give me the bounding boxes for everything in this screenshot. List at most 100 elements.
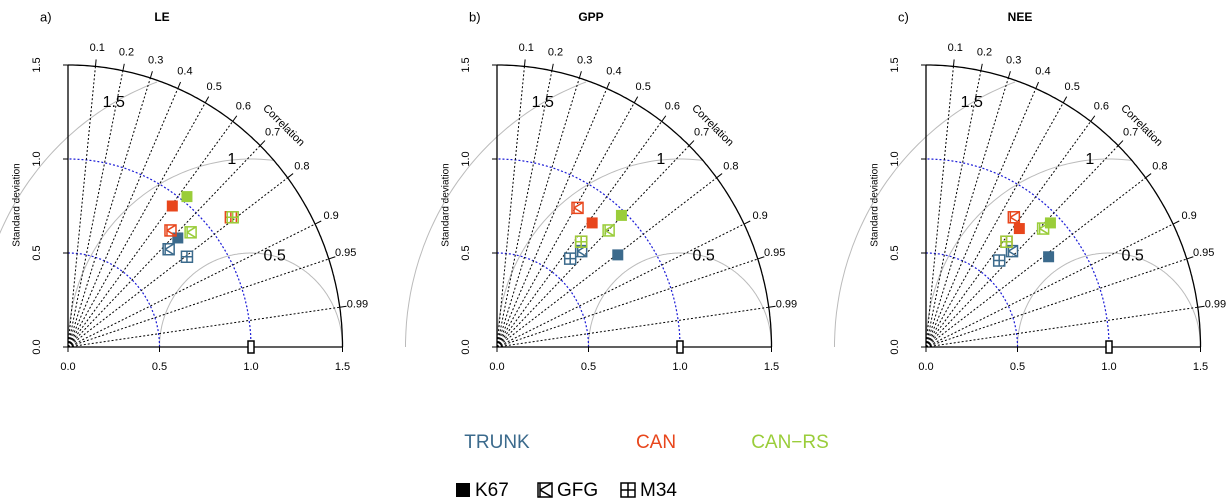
x-tick-label: 0.0 bbox=[918, 361, 933, 373]
x-tick-label: 0.0 bbox=[60, 361, 75, 373]
correlation-tick bbox=[1145, 173, 1152, 179]
reference-point bbox=[247, 340, 255, 354]
rms-label: 0.5 bbox=[1122, 247, 1144, 264]
rms-arc bbox=[925, 158, 1132, 347]
x-tick-label: 1.0 bbox=[243, 361, 258, 373]
x-tick-label: 1.5 bbox=[1193, 361, 1208, 373]
correlation-tick bbox=[952, 59, 955, 67]
rms-label: 0.5 bbox=[693, 247, 715, 264]
correlation-label: 0.4 bbox=[177, 66, 192, 78]
rms-arc bbox=[588, 252, 772, 347]
marker-box bbox=[571, 201, 584, 215]
correlation-ray bbox=[496, 223, 745, 348]
panel-label: a) bbox=[40, 9, 52, 24]
marker-square bbox=[181, 191, 193, 203]
marker-plus bbox=[621, 483, 635, 497]
correlation-tick bbox=[523, 59, 526, 67]
correlation-tick bbox=[314, 220, 322, 225]
correlation-label: 0.3 bbox=[1006, 54, 1021, 66]
rms-label: 1.5 bbox=[103, 94, 125, 111]
correlation-tick bbox=[1090, 115, 1096, 122]
y-axis-title: Standard deviation bbox=[12, 163, 23, 246]
correlation-tick bbox=[1035, 81, 1040, 89]
x-tick-label: 0.5 bbox=[152, 361, 167, 373]
outer-arc bbox=[926, 64, 1202, 347]
correlation-ray bbox=[925, 121, 1092, 348]
marker-plus bbox=[181, 251, 193, 263]
sd-circle bbox=[497, 252, 590, 347]
marker-square bbox=[586, 217, 598, 229]
correlation-label: 0.7 bbox=[1123, 126, 1138, 138]
correlation-ray bbox=[496, 88, 608, 348]
correlation-tick bbox=[1117, 140, 1124, 146]
correlation-tick bbox=[204, 96, 210, 104]
y-tick-label: 0.0 bbox=[31, 339, 43, 354]
correlation-label: 0.7 bbox=[694, 126, 709, 138]
sd-circle bbox=[497, 158, 681, 347]
marker-box bbox=[602, 224, 615, 237]
marker-square bbox=[612, 249, 624, 261]
correlation-tick bbox=[1062, 96, 1068, 104]
marker-box bbox=[1007, 211, 1021, 224]
marker-square bbox=[166, 200, 178, 212]
marker-k bbox=[186, 226, 197, 239]
correlation-label: 0.8 bbox=[294, 161, 309, 173]
correlation-ray bbox=[925, 223, 1174, 348]
y-tick-label: 0.5 bbox=[460, 245, 472, 260]
marker bbox=[181, 191, 193, 203]
correlation-label: 0.7 bbox=[265, 126, 280, 138]
rms-label: 1 bbox=[656, 151, 665, 168]
correlation-ray bbox=[67, 306, 340, 348]
marker bbox=[184, 226, 197, 239]
chart-title: NEE bbox=[1008, 10, 1033, 24]
correlation-ray bbox=[67, 66, 96, 348]
correlation-tick bbox=[688, 140, 695, 146]
marker bbox=[1013, 223, 1025, 235]
correlation-label: 0.1 bbox=[519, 42, 534, 54]
marker bbox=[456, 483, 470, 497]
y-tick-label: 1.5 bbox=[31, 57, 43, 72]
marker-k bbox=[1009, 211, 1020, 224]
correlation-label: 0.9 bbox=[1181, 210, 1196, 222]
marker bbox=[1036, 222, 1050, 235]
y-tick-label: 1.5 bbox=[460, 57, 472, 72]
marker bbox=[180, 250, 194, 264]
rms-label: 1.5 bbox=[532, 94, 554, 111]
correlation-tick bbox=[980, 63, 983, 71]
correlation-label: 0.5 bbox=[1065, 81, 1080, 93]
x-tick-label: 0.5 bbox=[581, 361, 596, 373]
sd-circle bbox=[926, 252, 1019, 347]
y-tick-label: 1.0 bbox=[889, 151, 901, 166]
y-tick-label: 0.5 bbox=[31, 245, 43, 260]
correlation-tick bbox=[606, 81, 611, 89]
correlation-ray bbox=[925, 77, 1009, 348]
marker bbox=[620, 482, 636, 498]
correlation-label: 0.9 bbox=[323, 210, 338, 222]
legend-label: TRUNK bbox=[464, 432, 530, 453]
correlation-tick bbox=[1186, 256, 1194, 260]
correlation-label: 0.2 bbox=[977, 47, 992, 59]
marker-k bbox=[1038, 222, 1050, 235]
y-axis-title: Standard deviation bbox=[441, 163, 452, 246]
correlation-label: 0.3 bbox=[577, 54, 592, 66]
correlation-ray bbox=[925, 66, 954, 348]
correlation-ray bbox=[925, 88, 1037, 348]
correlation-tick bbox=[149, 71, 153, 79]
correlation-ray bbox=[496, 66, 525, 348]
marker-box bbox=[164, 224, 177, 237]
correlation-label: 0.8 bbox=[723, 161, 738, 173]
rms-label: 1 bbox=[227, 151, 236, 168]
y-axis-title: Standard deviation bbox=[870, 163, 881, 246]
legend-label: M34 bbox=[640, 480, 677, 501]
rms-arc bbox=[834, 81, 1016, 347]
correlation-ray bbox=[496, 102, 635, 348]
panel-label: b) bbox=[469, 9, 481, 24]
rms-arc bbox=[405, 81, 587, 347]
marker-plus bbox=[564, 253, 576, 265]
correlation-ray bbox=[925, 306, 1198, 348]
correlation-ray bbox=[496, 258, 758, 348]
correlation-label: 0.5 bbox=[207, 81, 222, 93]
y-tick-label: 1.5 bbox=[889, 57, 901, 72]
correlation-ray bbox=[67, 77, 151, 348]
